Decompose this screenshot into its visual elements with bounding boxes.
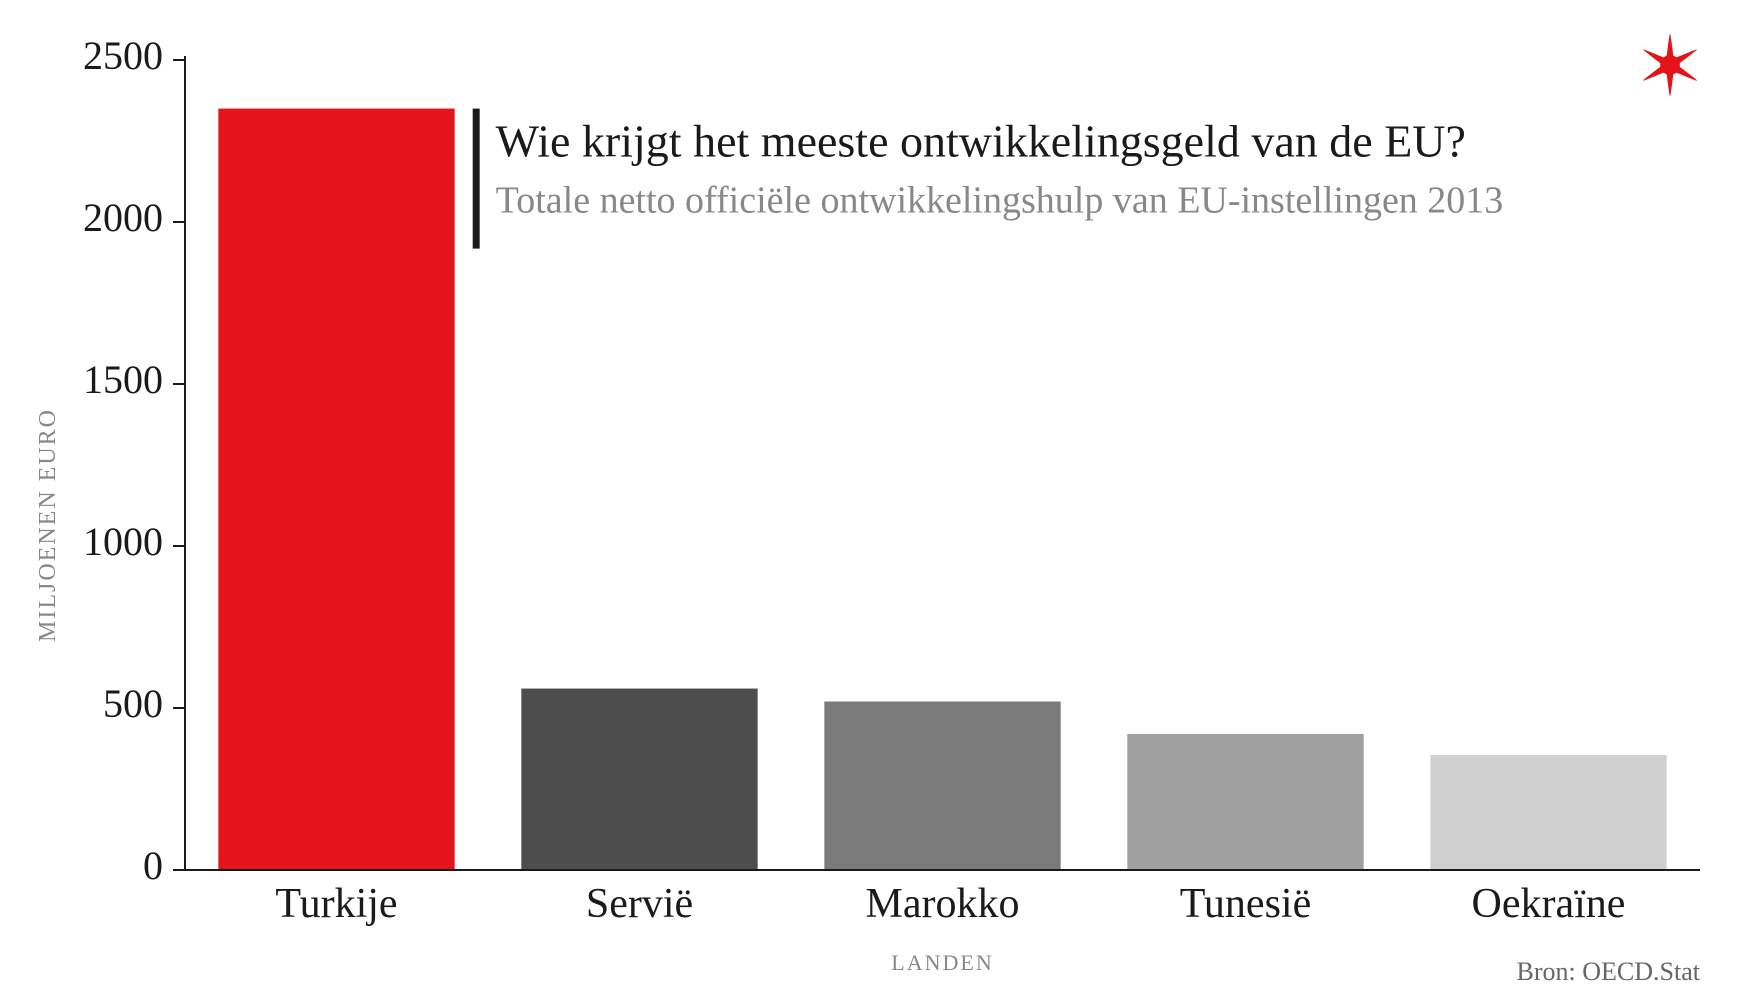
source-text: Bron: OECD.Stat <box>1517 957 1701 986</box>
x-axis-label: LANDEN <box>891 950 993 975</box>
y-tick-label: 500 <box>103 681 163 726</box>
x-tick-label: Oekraïne <box>1472 881 1626 927</box>
bar-servië <box>521 689 757 870</box>
x-tick-label: Turkije <box>275 881 397 927</box>
x-tick-label: Tunesië <box>1180 881 1311 927</box>
y-axis-label: MILJOENEN EURO <box>35 408 61 642</box>
y-tick-label: 2000 <box>83 195 163 240</box>
bar-chart: 0 500 1000 1500 2000 2500 Turkije Servië Marokko… <box>0 0 1746 1008</box>
y-tick-label: 0 <box>143 843 163 888</box>
y-tick-label: 1500 <box>83 357 163 402</box>
y-tick-label: 1000 <box>83 519 163 564</box>
y-tick-label: 2500 <box>83 33 163 78</box>
chart-title: Wie krijgt het meeste ontwikkelingsgeld … <box>496 116 1466 167</box>
bar-tunesië <box>1127 734 1363 870</box>
chart-svg: 0 500 1000 1500 2000 2500 Turkije Servië Marokko… <box>0 0 1746 1008</box>
caption-bar <box>473 109 480 249</box>
bar-turkije <box>218 109 454 870</box>
x-tick-label: Marokko <box>866 881 1020 927</box>
x-tick-label: Servië <box>586 881 693 927</box>
bar-oekraïne <box>1430 755 1666 870</box>
asterisk-icon <box>1643 34 1697 96</box>
chart-subtitle: Totale netto officiële ontwikkelingshulp… <box>496 180 1504 222</box>
bar-marokko <box>824 702 1060 870</box>
